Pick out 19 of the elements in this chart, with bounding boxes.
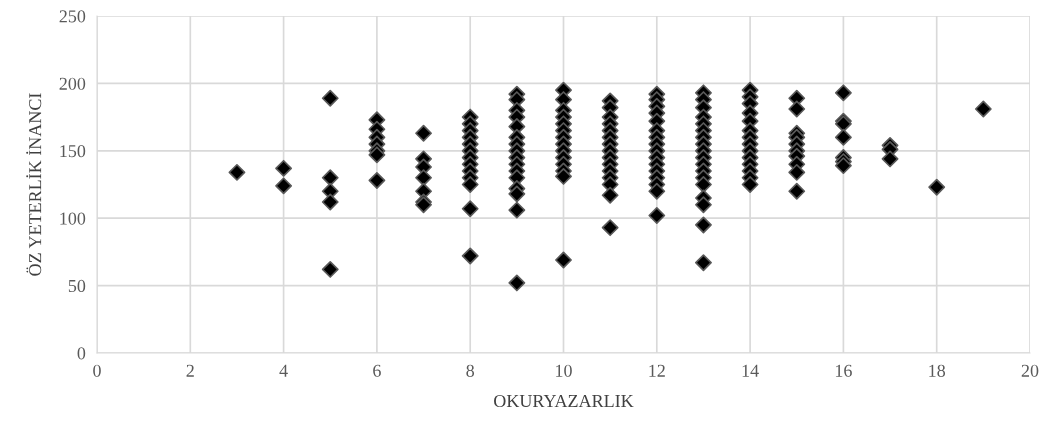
x-tick-label: 20 (1021, 364, 1039, 377)
x-tick-label: 0 (93, 364, 101, 377)
y-tick-label: 100 (60, 212, 86, 225)
y-tick-label: 200 (59, 77, 86, 90)
x-tick-label: 10 (556, 364, 572, 377)
y-tick-label: 0 (77, 347, 86, 360)
x-tick-label: 14 (742, 364, 759, 377)
x-tick-label: 12 (649, 364, 665, 377)
y-tick-label: 50 (68, 279, 86, 293)
y-tick-label: 150 (60, 145, 86, 158)
x-tick-label: 6 (373, 364, 381, 377)
x-tick-label: 8 (466, 364, 475, 377)
y-tick-label: 250 (59, 10, 86, 23)
x-tick-label: 2 (186, 364, 194, 377)
x-tick-label: 16 (835, 364, 852, 377)
x-tick-label: 4 (279, 364, 288, 377)
x-tick-label: 18 (929, 364, 946, 377)
x-axis-title: OKURYAZARLIK (494, 394, 634, 408)
y-axis-title: ÖZ YETERLİK İNANCI (26, 93, 42, 276)
